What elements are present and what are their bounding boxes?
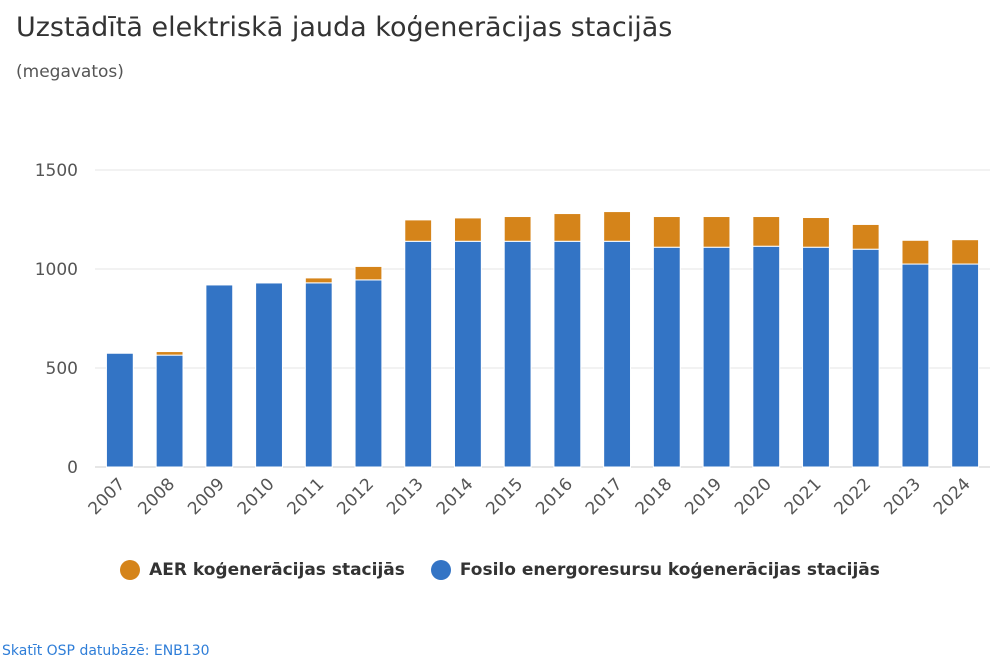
bar-aer-2018[interactable] — [652, 216, 681, 248]
bar-aer-2021[interactable] — [802, 217, 830, 248]
x-tick-label: 2015 — [482, 474, 527, 519]
x-axis: 2007 2008 2009 2010 2011 2012 2013 2014 2015 2016… — [85, 474, 975, 519]
x-tick-label: 2013 — [383, 474, 428, 519]
x-tick-label: 2023 — [880, 474, 925, 519]
x-tick-label: 2011 — [284, 474, 329, 519]
bar-fossil-2012[interactable] — [354, 279, 383, 468]
y-tick-label: 500 — [46, 359, 78, 379]
bar-aer-2020[interactable] — [752, 216, 781, 247]
bar-aer-2013[interactable] — [404, 219, 433, 242]
x-tick-label: 2019 — [681, 474, 726, 519]
x-tick-label: 2008 — [134, 474, 179, 519]
bar-fossil-2016[interactable] — [553, 240, 582, 468]
bar-aer-2024[interactable] — [951, 239, 980, 265]
bar-fossil-2011[interactable] — [304, 282, 333, 468]
bar-fossil-2013[interactable] — [404, 240, 433, 468]
bar-aer-2007[interactable] — [105, 351, 134, 354]
chart-title: Uzstādītā elektriskā jauda koģenerācijas… — [16, 12, 673, 43]
x-tick-label: 2020 — [731, 474, 776, 519]
bar-fossil-2023[interactable] — [901, 263, 930, 468]
bar-aer-2015[interactable] — [503, 216, 532, 242]
bar-fossil-2018[interactable] — [652, 246, 681, 468]
x-tick-label: 2017 — [582, 474, 627, 519]
bar-fossil-2015[interactable] — [503, 240, 532, 468]
bar-fossil-2009[interactable] — [205, 284, 234, 468]
bars — [105, 211, 980, 468]
y-axis: 0 500 1000 1500 — [35, 161, 78, 478]
bar-fossil-2017[interactable] — [603, 240, 632, 468]
x-tick-label: 2016 — [532, 474, 577, 519]
legend-marker-aer — [120, 560, 141, 580]
bar-aer-2008[interactable] — [155, 351, 184, 356]
x-tick-label: 2022 — [830, 474, 875, 519]
x-tick-label: 2021 — [781, 474, 826, 519]
source-database-link[interactable]: Skatīt OSP datubāzē: ENB130 — [2, 643, 210, 659]
bar-fossil-2024[interactable] — [951, 263, 980, 468]
bar-aer-2012[interactable] — [354, 265, 383, 281]
bar-fossil-2010[interactable] — [255, 282, 283, 468]
bar-aer-2022[interactable] — [851, 223, 880, 250]
legend-label-fossil: Fosilo energoresursu koģenerācijas staci… — [459, 560, 880, 580]
bar-fossil-2022[interactable] — [851, 248, 880, 468]
x-tick-label: 2010 — [234, 474, 279, 519]
y-tick-label: 1000 — [35, 260, 78, 280]
x-tick-label: 2007 — [85, 474, 130, 519]
legend-item-aer[interactable]: AER koģenerācijas stacijās — [120, 560, 405, 580]
bar-fossil-2007[interactable] — [105, 352, 134, 468]
legend-marker-fossil — [430, 560, 451, 580]
x-tick-label: 2009 — [184, 474, 229, 519]
bar-aer-2011[interactable] — [304, 277, 333, 284]
y-tick-label: 0 — [67, 458, 78, 478]
legend-item-fossil[interactable]: Fosilo energoresursu koģenerācijas staci… — [430, 560, 880, 580]
x-tick-label: 2024 — [930, 474, 975, 519]
bar-fossil-2014[interactable] — [453, 240, 482, 468]
x-tick-label: 2018 — [632, 474, 677, 519]
y-tick-label: 1500 — [35, 161, 78, 181]
bar-aer-2014[interactable] — [453, 217, 482, 242]
bar-aer-2019[interactable] — [702, 216, 731, 248]
x-tick-label: 2014 — [433, 474, 478, 519]
bar-aer-2023[interactable] — [901, 239, 930, 265]
bar-aer-2017[interactable] — [603, 211, 632, 242]
gridlines — [95, 169, 990, 468]
bar-fossil-2020[interactable] — [752, 245, 781, 468]
legend-label-aer: AER koģenerācijas stacijās — [149, 560, 405, 580]
bar-aer-2016[interactable] — [553, 213, 582, 242]
legend: AER koģenerācijas stacijās Fosilo energo… — [0, 560, 1000, 580]
chart-subtitle: (megavatos) — [16, 62, 124, 82]
bar-fossil-2008[interactable] — [155, 354, 184, 468]
bar-fossil-2019[interactable] — [702, 246, 731, 468]
bar-fossil-2021[interactable] — [802, 246, 830, 468]
x-tick-label: 2012 — [333, 474, 378, 519]
